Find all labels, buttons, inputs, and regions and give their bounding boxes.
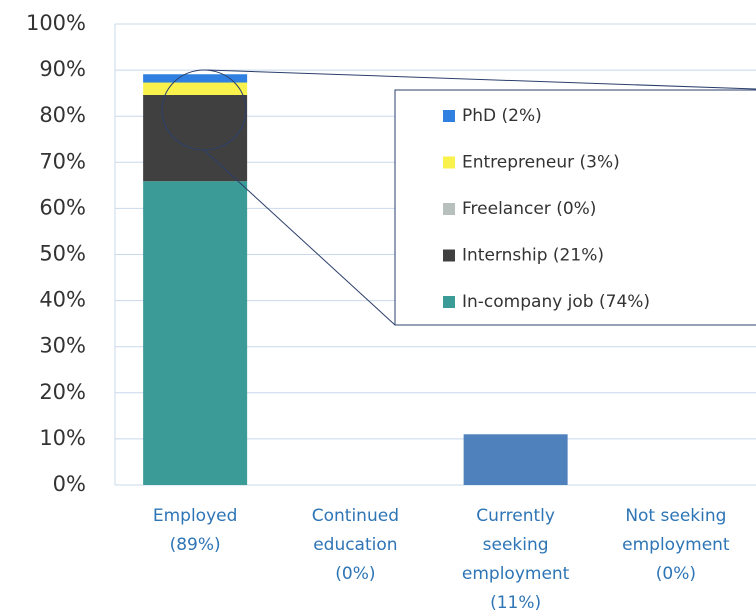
legend-swatch	[443, 110, 455, 122]
y-tick-label: 20%	[39, 380, 86, 404]
x-tick-label: Continued education (0%)	[312, 506, 399, 584]
y-tick-label: 10%	[39, 426, 86, 450]
callout-line	[206, 69, 756, 90]
y-tick-label: 50%	[39, 242, 86, 266]
y-tick-label: 40%	[39, 288, 86, 312]
x-tick-line: (0%)	[656, 564, 696, 584]
legend-swatch	[443, 296, 455, 308]
bar-segment	[143, 94, 248, 182]
y-tick-label: 0%	[53, 472, 86, 496]
bar-segment	[143, 82, 248, 95]
x-tick-line: (89%)	[170, 535, 221, 555]
y-tick-label: 30%	[39, 334, 86, 358]
x-tick-line: employment	[622, 535, 730, 555]
bar-segment	[143, 74, 248, 83]
x-tick-line: Employed	[153, 506, 238, 526]
x-tick-line: (0%)	[335, 564, 375, 584]
legend-swatch	[443, 156, 455, 169]
bar-segment	[143, 181, 248, 486]
x-tick-line: employment	[462, 564, 570, 584]
legend-label: Freelancer (0%)	[462, 199, 596, 219]
legend-box	[394, 89, 756, 326]
x-tick-label: Currently seeking employment (11%)	[462, 506, 570, 610]
legend-label: Internship (21%)	[462, 246, 604, 266]
x-tick-line: seeking	[483, 535, 549, 555]
x-tick-label: Employed (89%)	[153, 506, 238, 555]
callout-line	[203, 149, 396, 326]
x-tick-line: Continued	[312, 506, 399, 526]
legend-label: In-company job (74%)	[462, 292, 650, 312]
legend-swatch	[443, 203, 455, 215]
x-tick-line: Currently	[476, 506, 555, 526]
y-tick-label: 100%	[26, 11, 86, 35]
x-tick-label: Not seeking employment (0%)	[622, 506, 730, 584]
bar-segment	[463, 434, 568, 485]
y-tick-label: 80%	[39, 103, 86, 127]
y-tick-label: 70%	[39, 149, 86, 173]
x-tick-line: (11%)	[490, 593, 541, 610]
legend-label: Entrepreneur (3%)	[462, 153, 620, 173]
legend-swatch	[443, 249, 455, 262]
x-tick-line: Not seeking	[625, 506, 726, 526]
x-tick-line: education	[313, 535, 397, 555]
y-tick-label: 60%	[39, 195, 86, 219]
y-tick-label: 90%	[39, 57, 86, 81]
legend-label: PhD (2%)	[462, 106, 542, 126]
